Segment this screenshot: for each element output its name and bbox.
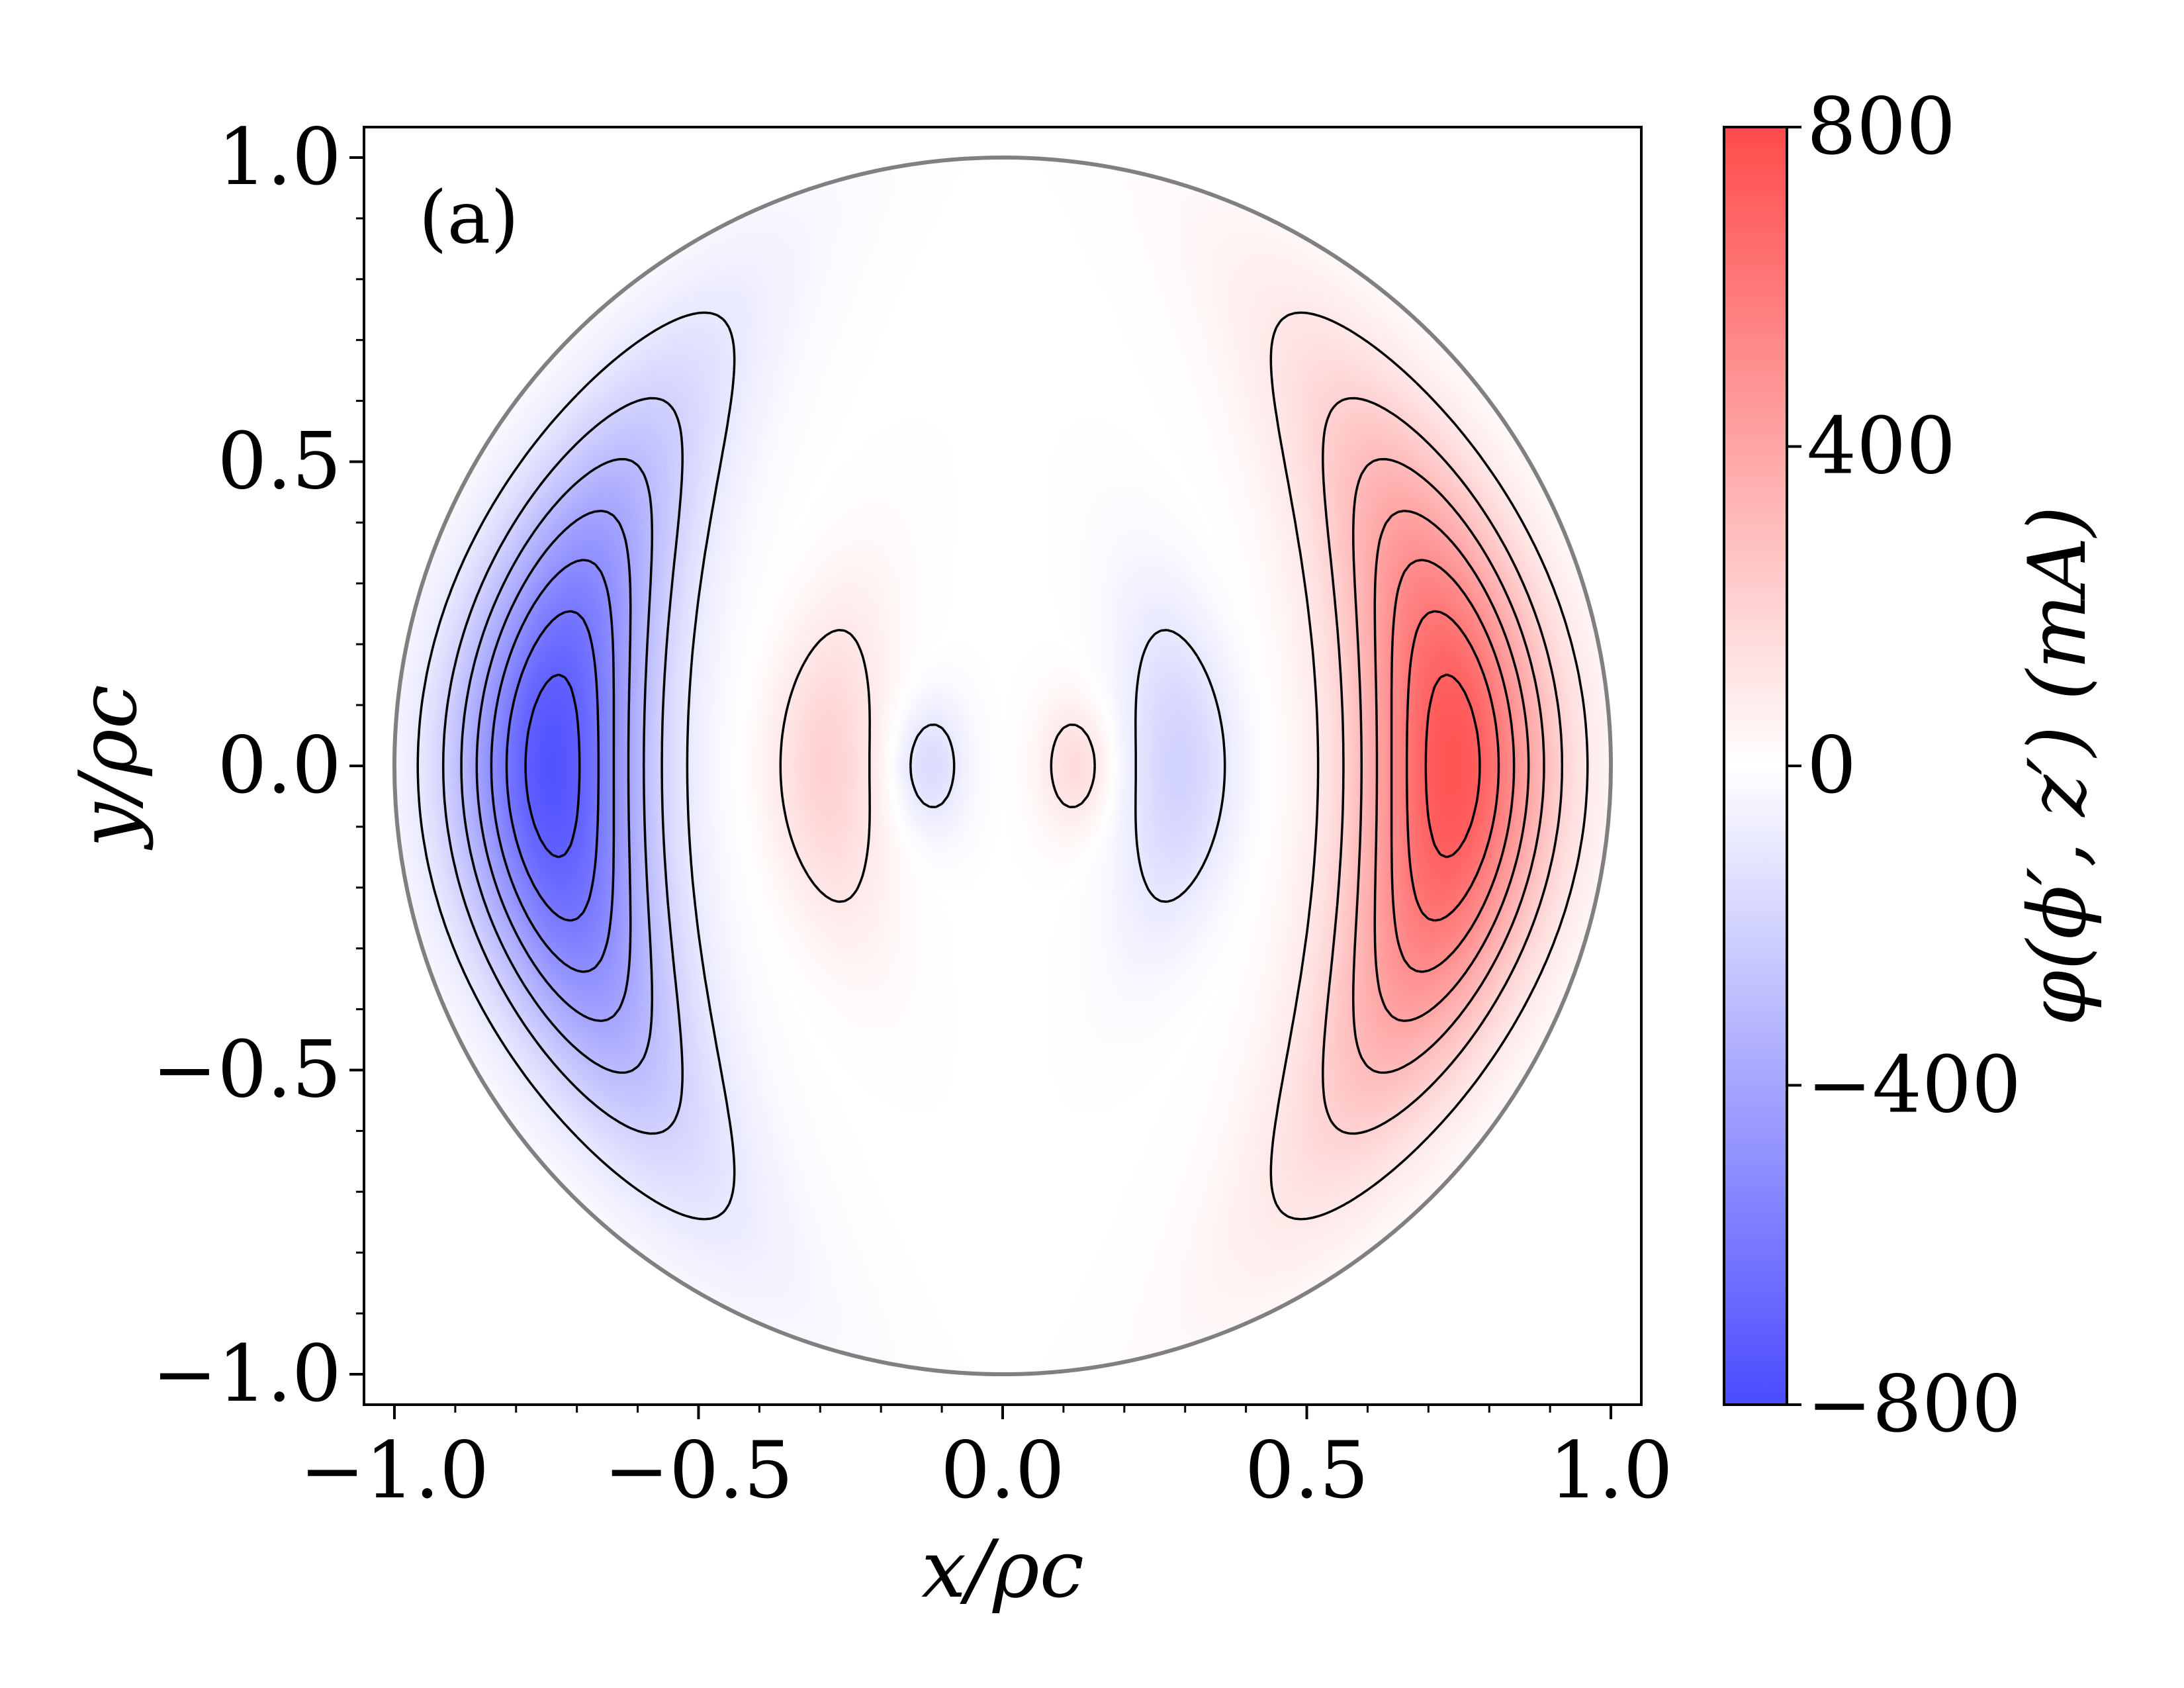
contour-negative-100	[416, 311, 1226, 1221]
contour-negative-600	[505, 610, 600, 922]
contour-positive-600	[1405, 610, 1500, 922]
contour-positive-100	[779, 311, 1589, 1221]
heatmap-field	[394, 157, 1612, 1375]
contour-lines	[416, 311, 1589, 1221]
colorbar-tick-label: 0	[1807, 720, 1856, 811]
y-axis-ticks: −1.0 −0.5 0.0 0.5 1.0	[152, 111, 364, 1419]
colorbar-label: φ(ϕ′, z′) (mA)	[2012, 506, 2104, 1026]
colorbar: −800 −400 0 400 800 φ(ϕ′, z′) (mA)	[1723, 81, 2104, 1450]
contour-positive-300	[1351, 457, 1545, 1074]
y-tick-label: −1.0	[152, 1328, 341, 1419]
contour-negative-400	[475, 509, 632, 1023]
colorbar-tick-label: −800	[1807, 1358, 2021, 1450]
contour-positive-200	[1322, 397, 1564, 1135]
contour-positive-700	[1424, 673, 1481, 859]
contour-positive-500	[1390, 559, 1516, 973]
contour-negative-700	[524, 673, 581, 859]
x-tick-label: 1.0	[1549, 1425, 1673, 1516]
x-axis-label: x/ρc	[921, 1524, 1084, 1616]
disk-boundary	[392, 155, 1614, 1377]
contour-positive-400	[1373, 509, 1530, 1023]
plot-area: −1.0 −0.5 0.0 0.5 1.0 −1.0−0.50.00.51.0 (a) …	[63, 111, 1673, 1616]
y-tick-label: −0.5	[152, 1024, 341, 1115]
colorbar-tick-label: −400	[1807, 1039, 2021, 1131]
colorbar-tick-label: 800	[1807, 81, 1956, 172]
x-tick-label: −0.5	[604, 1425, 794, 1516]
panel-label: (a)	[419, 175, 519, 260]
x-tick-label: −1.0	[300, 1425, 490, 1516]
x-axis-ticks: −1.0 −0.5 0.0 0.5 1.0	[300, 1405, 1673, 1516]
contour-negative-200	[441, 397, 684, 1135]
y-tick-label: 0.5	[217, 415, 341, 506]
contour-negative-300	[460, 457, 654, 1074]
y-axis-label: y/ρc	[63, 684, 155, 851]
colorbar-tick-label: 400	[1807, 400, 1956, 492]
y-tick-label: 0.0	[217, 720, 341, 811]
x-tick-label: 0.5	[1245, 1425, 1369, 1516]
colorbar-ticks: −800 −400 0 400 800	[1787, 81, 2021, 1450]
contour-negative-500	[490, 559, 615, 973]
y-tick-label: 1.0	[217, 111, 341, 203]
x-tick-label: 0.0	[940, 1425, 1065, 1516]
colorbar-gradient	[1723, 126, 1788, 1406]
